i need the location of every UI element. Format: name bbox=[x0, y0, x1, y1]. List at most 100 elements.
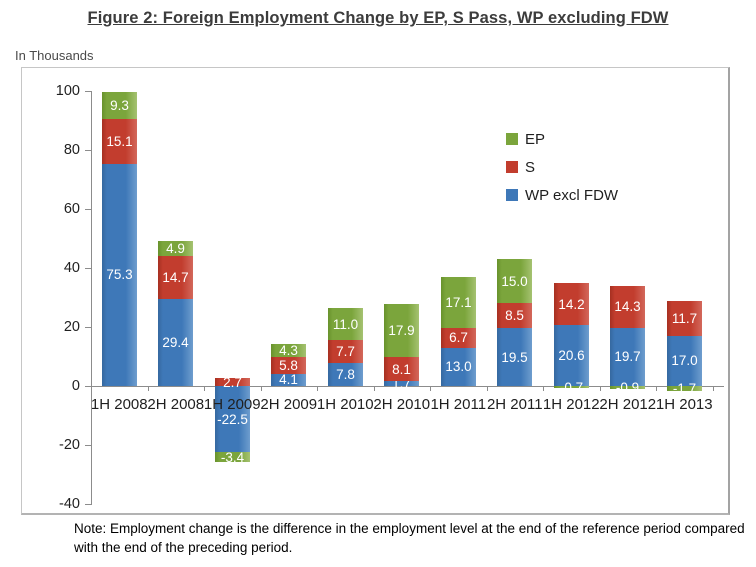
bar-segment: 1.7 bbox=[384, 377, 419, 390]
bar-segment: -3.4 bbox=[215, 451, 250, 464]
bar-segment: 6.7 bbox=[441, 327, 476, 348]
y-tick-mark bbox=[85, 150, 91, 151]
x-tick-mark bbox=[487, 386, 488, 391]
legend-swatch-icon bbox=[506, 133, 518, 145]
y-tick-mark bbox=[85, 91, 91, 92]
bar-value-label: 19.5 bbox=[501, 349, 528, 365]
bar-segment: 9.3 bbox=[102, 91, 137, 120]
x-tick-mark bbox=[374, 386, 375, 391]
bar-value-label: 4.9 bbox=[166, 241, 185, 257]
bar-value-label: -1.7 bbox=[672, 381, 697, 396]
bar-value-label: 8.5 bbox=[505, 308, 524, 324]
legend-item: WP excl FDW bbox=[506, 181, 618, 209]
bar-segment: 11.7 bbox=[667, 301, 702, 336]
bar-segment: -0.7 bbox=[554, 380, 589, 394]
y-tick-label: 100 bbox=[55, 83, 80, 99]
bar-value-label: 11.7 bbox=[671, 311, 698, 327]
x-tick-label: 2H 2010 bbox=[373, 396, 431, 413]
plot-area: 100 80 60 40 20 0 -20 -40 75.3 15.1 9.3 29.4 14.7 4.9… bbox=[22, 68, 728, 513]
x-tick-mark bbox=[91, 386, 92, 391]
bar-segment: -1.7 bbox=[667, 382, 702, 395]
bar-value-label: 6.7 bbox=[449, 330, 468, 346]
figure-title: Figure 2: Foreign Employment Change by E… bbox=[87, 9, 669, 27]
bar-value-label: 29.4 bbox=[162, 335, 189, 351]
bar-value-label: 9.3 bbox=[110, 98, 129, 114]
bar-value-label: 13.0 bbox=[445, 359, 472, 375]
x-tick-mark bbox=[261, 386, 262, 391]
bar-value-label: 8.1 bbox=[392, 361, 411, 377]
bar-value-label: 2.7 bbox=[223, 374, 242, 390]
legend-label: WP excl FDW bbox=[525, 186, 619, 204]
bar-value-label: 14.2 bbox=[558, 296, 585, 312]
bar-segment: 15.1 bbox=[102, 119, 137, 164]
legend-item: S bbox=[506, 153, 618, 181]
bar-value-label: -0.7 bbox=[559, 379, 584, 395]
y-tick-mark bbox=[85, 445, 91, 446]
bar-segment: 17.1 bbox=[441, 277, 476, 328]
bar-value-label: 19.7 bbox=[614, 349, 641, 365]
x-tick-label: 1H 2011 bbox=[430, 396, 487, 413]
bar-segment: 13.0 bbox=[441, 347, 476, 386]
x-tick-mark bbox=[600, 386, 601, 391]
bar-value-label: 17.0 bbox=[671, 353, 698, 369]
y-tick-mark bbox=[85, 386, 91, 387]
bar-value-label: 7.8 bbox=[336, 366, 355, 382]
y-tick-label: 40 bbox=[63, 260, 80, 276]
y-tick-label: 60 bbox=[63, 201, 80, 217]
bar-segment: 19.5 bbox=[497, 328, 532, 386]
x-tick-mark bbox=[148, 386, 149, 391]
bar-value-label: 20.6 bbox=[558, 348, 585, 364]
y-tick-label: 20 bbox=[63, 319, 80, 335]
x-tick-label: 1H 2012 bbox=[542, 396, 600, 413]
chart-area: 100 80 60 40 20 0 -20 -40 75.3 15.1 9.3 29.4 14.7 4.9… bbox=[21, 67, 730, 515]
x-tick-label: 2H 2012 bbox=[599, 396, 657, 413]
x-tick-label: 2H 2009 bbox=[260, 396, 318, 413]
bar-segment: 14.7 bbox=[158, 255, 193, 300]
bar-value-label: 75.3 bbox=[106, 267, 133, 283]
x-tick-label: 2H 2008 bbox=[147, 396, 205, 413]
bar-value-label: 11.0 bbox=[332, 316, 359, 332]
y-tick-label: -40 bbox=[59, 496, 80, 512]
bar-segment: 15.0 bbox=[497, 259, 532, 304]
bar-segment: 7.8 bbox=[328, 362, 363, 386]
bar-value-label: 5.8 bbox=[279, 357, 298, 373]
legend-label: EP bbox=[525, 130, 546, 148]
bar-segment: 11.0 bbox=[328, 307, 363, 341]
legend: EP S WP excl FDW bbox=[506, 125, 618, 209]
y-tick-mark bbox=[85, 504, 91, 505]
bar-segment: 75.3 bbox=[102, 163, 137, 386]
x-tick-mark bbox=[656, 386, 657, 391]
x-tick-label: 1H 2010 bbox=[316, 396, 374, 413]
x-tick-mark bbox=[317, 386, 318, 391]
bar-value-label: 15.0 bbox=[501, 273, 528, 289]
bar-segment: 17.9 bbox=[384, 304, 419, 358]
units-label: In Thousands bbox=[15, 48, 94, 63]
x-tick-mark bbox=[430, 386, 431, 391]
y-tick-label: 80 bbox=[63, 142, 80, 158]
x-tick-label: 1H 2009 bbox=[203, 396, 261, 413]
y-tick-mark bbox=[85, 268, 91, 269]
x-tick-mark bbox=[204, 386, 205, 391]
bar-value-label: 17.1 bbox=[445, 295, 472, 311]
x-tick-label: 2H 2011 bbox=[486, 396, 543, 413]
bar-segment: 4.9 bbox=[158, 241, 193, 257]
x-tick-mark bbox=[543, 386, 544, 391]
bar-segment: 14.2 bbox=[554, 283, 589, 326]
bar-value-label: 14.3 bbox=[614, 299, 641, 315]
bar-value-label: 7.7 bbox=[336, 344, 355, 360]
bar-segment: 4.1 bbox=[271, 373, 306, 387]
bar-segment: -22.5 bbox=[215, 386, 250, 453]
x-tick-label: 1H 2013 bbox=[655, 396, 713, 413]
x-tick-mark bbox=[713, 386, 714, 391]
bar-segment: 17.0 bbox=[667, 335, 702, 386]
bar-value-label: 14.7 bbox=[162, 270, 189, 286]
bar-segment: 20.6 bbox=[554, 325, 589, 386]
bar-value-label: 15.1 bbox=[106, 134, 133, 150]
bar-segment: 8.1 bbox=[384, 357, 419, 381]
bar-segment: 7.7 bbox=[328, 340, 363, 363]
legend-label: S bbox=[525, 158, 536, 176]
legend-swatch-icon bbox=[506, 161, 518, 173]
bar-segment: 29.4 bbox=[158, 299, 193, 386]
bar-segment: 8.5 bbox=[497, 303, 532, 329]
y-tick-label: 0 bbox=[71, 378, 80, 394]
